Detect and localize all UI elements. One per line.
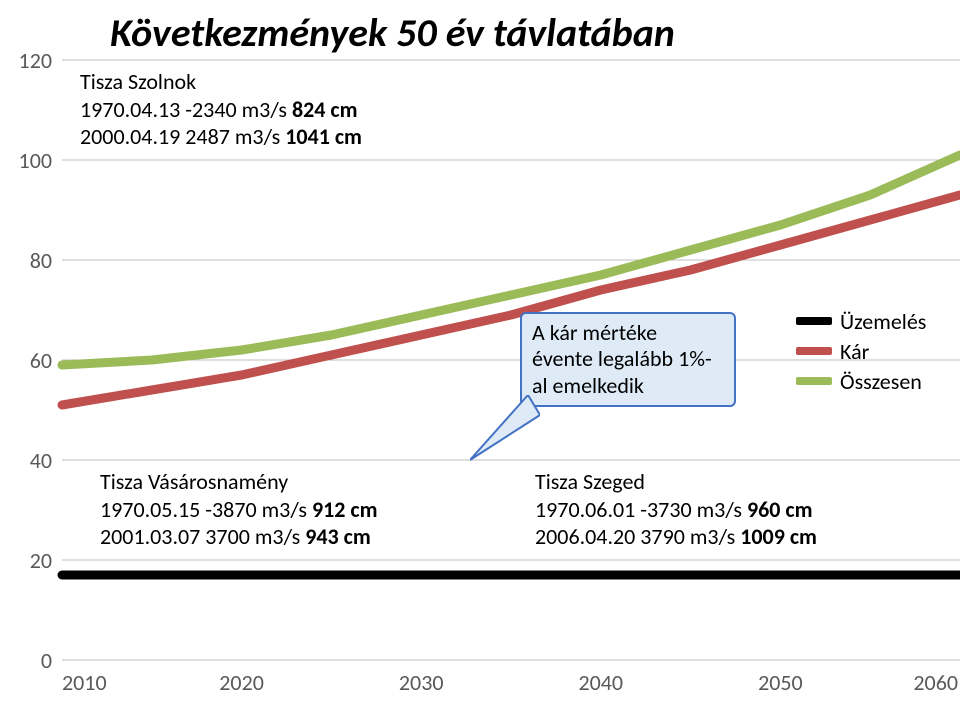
legend-label-kar: Kár xyxy=(840,338,869,365)
svg-text:2040: 2040 xyxy=(578,669,623,696)
szolnok-line1: 1970.04.13 -2340 m3/s 824 cm xyxy=(80,96,362,124)
page: Következmények 50 év távlatában 02040608… xyxy=(0,0,960,721)
legend-label-uzemeles: Üzemelés xyxy=(840,308,926,335)
svg-text:2050: 2050 xyxy=(758,669,803,696)
callout-tail xyxy=(470,395,540,465)
legend: Üzemelés Kár Összesen xyxy=(796,306,926,396)
svg-text:2020: 2020 xyxy=(219,669,264,696)
svg-text:20: 20 xyxy=(30,547,52,574)
szolnok-line2: 2000.04.19 2487 m3/s 1041 cm xyxy=(80,123,362,151)
svg-text:40: 40 xyxy=(30,447,52,474)
legend-item-uzemeles: Üzemelés xyxy=(796,306,926,336)
svg-text:2030: 2030 xyxy=(399,669,444,696)
szeged-line2: 2006.04.20 3790 m3/s 1009 cm xyxy=(535,523,817,551)
textbox-szolnok: Tisza Szolnok 1970.04.13 -2340 m3/s 824 … xyxy=(80,68,362,151)
legend-swatch-uzemeles xyxy=(796,317,832,325)
callout-line3: al emelkedik xyxy=(532,373,724,399)
vasarosnameny-line2: 2001.03.07 3700 m3/s 943 cm xyxy=(100,523,378,551)
vasarosnameny-line1: 1970.05.15 -3870 m3/s 912 cm xyxy=(100,496,378,524)
szolnok-header: Tisza Szolnok xyxy=(80,68,362,96)
legend-label-osszesen: Összesen xyxy=(840,368,922,395)
legend-item-kar: Kár xyxy=(796,336,926,366)
svg-text:2010: 2010 xyxy=(62,669,107,696)
legend-item-osszesen: Összesen xyxy=(796,366,926,396)
callout-box: A kár mértéke évente legalább 1%- al eme… xyxy=(520,312,736,407)
vasarosnameny-header: Tisza Vásárosnamény xyxy=(100,468,378,496)
szeged-header: Tisza Szeged xyxy=(535,468,817,496)
svg-text:80: 80 xyxy=(30,247,52,274)
svg-text:0: 0 xyxy=(41,647,52,674)
svg-text:2060: 2060 xyxy=(913,669,958,696)
callout-line1: A kár mértéke xyxy=(532,320,724,346)
svg-text:60: 60 xyxy=(30,347,52,374)
svg-text:100: 100 xyxy=(19,147,52,174)
legend-swatch-osszesen xyxy=(796,377,832,385)
legend-swatch-kar xyxy=(796,347,832,355)
textbox-szeged: Tisza Szeged 1970.06.01 -3730 m3/s 960 c… xyxy=(535,468,817,551)
szeged-line1: 1970.06.01 -3730 m3/s 960 cm xyxy=(535,496,817,524)
callout-line2: évente legalább 1%- xyxy=(532,346,724,372)
textbox-vasarosnameny: Tisza Vásárosnamény 1970.05.15 -3870 m3/… xyxy=(100,468,378,551)
svg-text:120: 120 xyxy=(19,47,52,74)
